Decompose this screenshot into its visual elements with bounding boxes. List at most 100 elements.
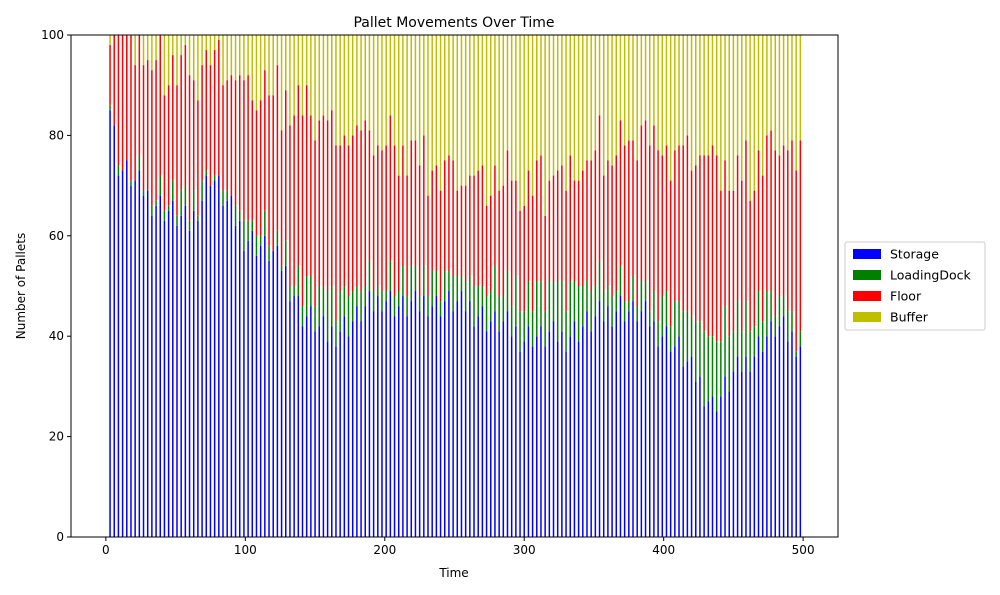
bar-floor-t312: [540, 155, 542, 281]
bar-floor-t240: [439, 190, 442, 302]
bar-storage-t468: [757, 336, 760, 537]
bar-buffer-t90: [230, 35, 233, 76]
bar-buffer-t309: [536, 35, 538, 161]
bar-loadingdock-t393: [653, 291, 655, 322]
bar-storage-t393: [653, 321, 655, 537]
bar-buffer-t408: [674, 35, 676, 151]
bar-storage-t492: [791, 331, 793, 537]
legend-label-floor: Floor: [890, 289, 922, 304]
bar-buffer-t273: [485, 35, 488, 206]
bar-storage-t42: [163, 220, 166, 538]
bar-floor-t378: [632, 140, 634, 276]
bar-loadingdock-t486: [782, 296, 785, 317]
bar-floor-t48: [172, 55, 174, 181]
bar-buffer-t318: [548, 35, 551, 181]
bar-loadingdock-t240: [439, 301, 442, 317]
bar-storage-t483: [778, 326, 781, 537]
bar-floor-t264: [473, 175, 475, 286]
bar-buffer-t312: [540, 35, 542, 156]
bar-loadingdock-t297: [519, 311, 521, 352]
bar-floor-t252: [456, 190, 459, 276]
bar-floor-t111: [259, 100, 262, 236]
bar-loadingdock-t468: [757, 291, 760, 337]
bar-floor-t489: [787, 150, 789, 312]
bar-storage-t273: [485, 331, 488, 537]
bar-storage-t198: [381, 311, 383, 537]
bar-storage-t27: [142, 195, 145, 537]
bar-floor-t453: [736, 155, 739, 302]
bar-storage-t378: [632, 301, 634, 537]
bar-loadingdock-t78: [213, 175, 216, 181]
bar-buffer-t30: [146, 35, 149, 61]
y-axis: 0 20 40 60 80 100: [41, 28, 71, 544]
bar-storage-t267: [477, 316, 479, 537]
bar-loadingdock-t282: [498, 296, 500, 332]
bar-storage-t363: [611, 326, 613, 537]
bar-loadingdock-t171: [343, 286, 346, 317]
bar-buffer-t108: [255, 35, 258, 111]
bar-storage-t6: [113, 125, 115, 538]
bar-loadingdock-t42: [163, 210, 166, 221]
bar-floor-t216: [406, 175, 408, 297]
bar-loadingdock-t255: [460, 275, 463, 292]
bar-loadingdock-t231: [427, 296, 429, 317]
bar-buffer-t300: [523, 35, 525, 206]
bar-buffer-t27: [142, 35, 145, 66]
bar-loadingdock-t207: [393, 296, 396, 317]
bar-buffer-t282: [498, 35, 500, 191]
bar-buffer-t486: [782, 35, 785, 146]
bar-loadingdock-t84: [222, 190, 224, 206]
bar-storage-t75: [209, 185, 212, 537]
bar-loadingdock-t360: [607, 286, 609, 307]
bar-loadingdock-t330: [565, 311, 567, 352]
bar-storage-t309: [536, 336, 538, 537]
bar-storage-t342: [582, 326, 584, 537]
bar-storage-t105: [251, 230, 254, 537]
bar-storage-t84: [222, 205, 224, 537]
bar-loadingdock-t213: [402, 265, 404, 297]
bar-floor-t93: [234, 80, 237, 206]
bar-storage-t366: [615, 311, 618, 537]
bar-floor-t456: [741, 180, 743, 332]
bar-loadingdock-t480: [774, 316, 776, 337]
bar-floor-t51: [176, 85, 178, 216]
bar-buffer-t336: [573, 35, 576, 181]
bar-buffer-t123: [276, 35, 279, 66]
bar-loadingdock-t246: [448, 270, 450, 292]
bar-loadingdock-t132: [289, 286, 291, 302]
bar-floor-t303: [527, 170, 530, 281]
bar-loadingdock-t294: [515, 275, 517, 327]
bar-floor-t339: [577, 180, 580, 286]
bar-floor-t39: [159, 35, 161, 176]
bar-buffer-t174: [347, 35, 350, 146]
bar-floor-t162: [331, 110, 333, 286]
bar-floor-t81: [218, 40, 220, 176]
bar-buffer-t495: [795, 35, 797, 171]
bar-storage-t114: [264, 235, 266, 538]
bar-buffer-t384: [640, 35, 643, 126]
bar-buffer-t165: [335, 35, 337, 146]
bar-buffer-t81: [218, 35, 220, 41]
bar-storage-t30: [146, 190, 149, 537]
bar-loadingdock-t183: [360, 291, 362, 322]
bar-storage-t474: [766, 336, 768, 537]
bar-buffer-t357: [602, 35, 605, 176]
bar-loadingdock-t141: [301, 306, 304, 327]
bar-buffer-t69: [201, 35, 203, 66]
bar-buffer-t45: [167, 35, 170, 86]
bar-storage-t276: [490, 321, 492, 537]
legend-label-buffer: Buffer: [890, 310, 929, 325]
bar-loadingdock-t135: [293, 286, 295, 297]
bar-loadingdock-t129: [285, 240, 287, 266]
bar-floor-t87: [226, 80, 228, 191]
bar-loadingdock-t276: [490, 291, 492, 322]
bar-floor-t393: [653, 125, 655, 292]
bar-floor-t246: [448, 155, 450, 271]
bar-loadingdock-t153: [318, 286, 320, 327]
y-axis-title: Number of Pallets: [14, 233, 28, 339]
bar-storage-t141: [301, 326, 304, 537]
bar-loadingdock-t351: [594, 286, 597, 317]
x-axis: 0 100 200 300 400 500: [102, 537, 815, 557]
bar-storage-t480: [774, 336, 776, 537]
bar-floor-t84: [222, 85, 224, 191]
